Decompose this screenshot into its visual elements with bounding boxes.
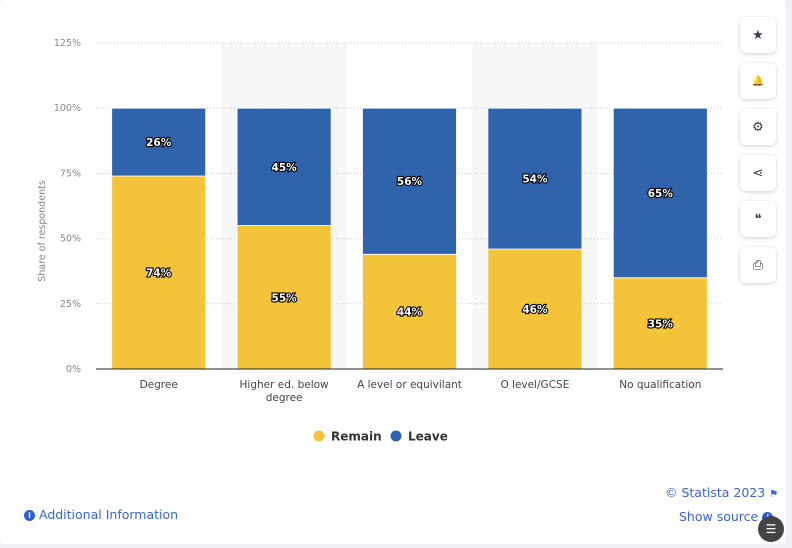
- bar-remain: [236, 225, 332, 370]
- additional-information-label: Additional Information: [38, 507, 179, 522]
- gear-icon: ⚙: [752, 119, 764, 135]
- additional-information-link[interactable]: i Additional Information: [24, 507, 178, 522]
- cite-button[interactable]: ❝: [740, 201, 776, 237]
- scan-icon: ☰: [765, 522, 777, 536]
- scan-text-button[interactable]: ☰: [758, 516, 784, 542]
- bar-leave: [362, 107, 457, 255]
- y-tick-label: 25%: [60, 299, 81, 310]
- y-tick-label: 0%: [66, 364, 81, 375]
- print-button[interactable]: ⎙: [740, 247, 776, 283]
- quote-icon: ❝: [754, 211, 762, 227]
- data-label: 55%: [272, 292, 298, 304]
- copyright-label: © Statista 2023: [665, 485, 766, 500]
- data-label: 54%: [522, 174, 548, 186]
- y-tick-label: 100%: [54, 103, 81, 114]
- data-label: 44%: [397, 307, 423, 319]
- info-icon: i: [24, 510, 35, 521]
- bar-chart: 0% 25% 50% 75% 100% 125% Share of respondents 7…: [37, 38, 723, 444]
- legend-marker-remain: [313, 430, 325, 442]
- data-label: 26%: [146, 137, 172, 149]
- data-label: 65%: [648, 188, 674, 200]
- data-label: 74%: [146, 268, 172, 280]
- share-button[interactable]: ⋖: [740, 155, 776, 191]
- y-axis-title: Share of respondents: [37, 180, 48, 282]
- data-label: 45%: [272, 162, 298, 174]
- bell-icon: 🔔: [751, 75, 765, 87]
- share-icon: ⋖: [752, 165, 764, 181]
- statista-copyright-link[interactable]: © Statista 2023 ⚑: [665, 485, 778, 500]
- data-label: 56%: [397, 176, 423, 188]
- legend-label-remain: Remain: [331, 430, 382, 444]
- bar-leave: [111, 107, 207, 177]
- data-label: 46%: [522, 304, 548, 316]
- show-source-label: Show source: [679, 509, 759, 524]
- bar-leave: [487, 107, 583, 250]
- print-icon: ⎙: [752, 257, 764, 273]
- x-tick-label: No qualification: [619, 379, 701, 391]
- y-tick-label: 125%: [54, 38, 81, 49]
- data-label: 35%: [648, 318, 674, 330]
- settings-button[interactable]: ⚙: [740, 109, 776, 145]
- star-button[interactable]: ★: [740, 17, 776, 53]
- x-tick-label: Degree: [140, 379, 178, 391]
- x-tick-label: Higher ed. below: [240, 379, 330, 391]
- legend-label-leave: Leave: [408, 430, 448, 444]
- bar-leave: [236, 107, 332, 226]
- star-icon: ★: [752, 27, 764, 43]
- x-tick-label: O level/GCSE: [500, 379, 569, 391]
- x-tick-label: A level or equivilant: [357, 379, 462, 391]
- y-tick-label: 75%: [60, 168, 81, 179]
- x-tick-label: degree: [266, 392, 303, 404]
- y-tick-label: 50%: [60, 234, 81, 245]
- legend-marker-leave: [390, 430, 402, 442]
- notification-button[interactable]: 🔔: [740, 63, 776, 99]
- bar-remain: [111, 175, 207, 370]
- bar-remain: [612, 277, 708, 370]
- flag-icon: ⚑: [769, 489, 779, 500]
- bar-leave: [612, 107, 708, 279]
